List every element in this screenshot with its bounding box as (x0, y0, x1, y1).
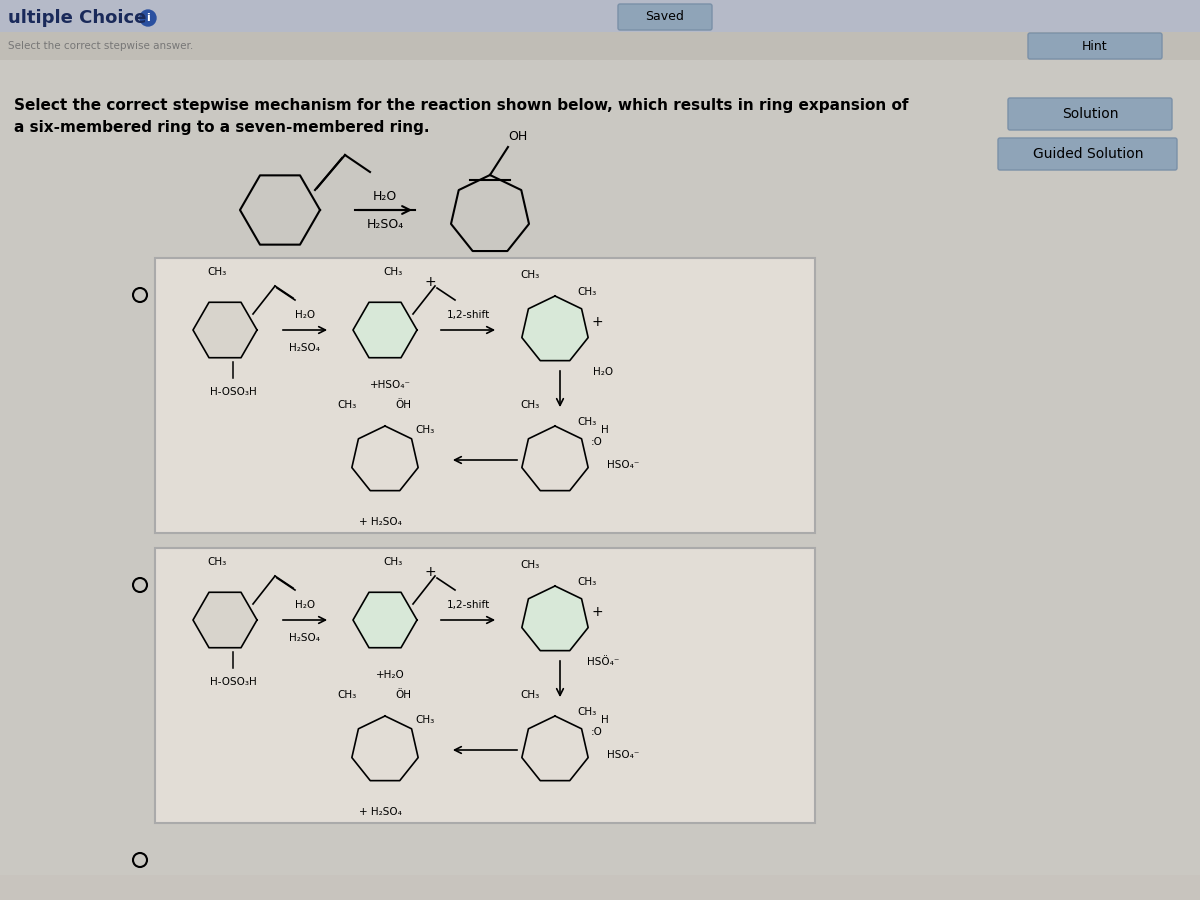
Text: ultiple Choice: ultiple Choice (8, 9, 146, 27)
Bar (0, 0, 1200, 32)
Bar (155, 258, 815, 533)
Polygon shape (522, 586, 588, 651)
Text: CH₃: CH₃ (577, 287, 596, 297)
Text: +H₂O: +H₂O (376, 670, 404, 680)
FancyBboxPatch shape (1028, 33, 1162, 59)
Bar (0, 875, 1200, 900)
Text: CH₃: CH₃ (208, 267, 227, 277)
Text: CH₃: CH₃ (577, 577, 596, 587)
Text: H₂O: H₂O (593, 367, 613, 377)
Text: Solution: Solution (1062, 107, 1118, 121)
Text: +: + (424, 275, 436, 289)
Text: CH₃: CH₃ (383, 267, 403, 277)
Text: a six-membered ring to a seven-membered ring.: a six-membered ring to a seven-membered … (14, 120, 430, 135)
Text: +: + (424, 565, 436, 579)
Text: +HSO₄⁻: +HSO₄⁻ (370, 380, 410, 390)
Text: +: + (592, 315, 602, 329)
Text: + H₂SO₄: + H₂SO₄ (359, 517, 402, 527)
Polygon shape (353, 592, 418, 648)
Text: Select the correct stepwise answer.: Select the correct stepwise answer. (8, 41, 193, 51)
Text: CH₃: CH₃ (415, 715, 434, 725)
Text: Select the correct stepwise mechanism for the reaction shown below, which result: Select the correct stepwise mechanism fo… (14, 98, 908, 113)
Text: :O: :O (592, 437, 602, 447)
Text: CH₃: CH₃ (337, 400, 356, 410)
Text: CH₃: CH₃ (521, 400, 540, 410)
Text: H₂O: H₂O (295, 600, 316, 610)
Text: H₂SO₄: H₂SO₄ (289, 633, 320, 643)
Text: :O: :O (592, 727, 602, 737)
Text: OH: OH (509, 130, 528, 143)
Text: HSO₄⁻: HSO₄⁻ (607, 460, 640, 470)
Text: H-OSO₃H: H-OSO₃H (210, 387, 257, 397)
Text: + H₂SO₄: + H₂SO₄ (359, 807, 402, 817)
Text: CH₃: CH₃ (208, 557, 227, 567)
Text: HSÖ₄⁻: HSÖ₄⁻ (587, 657, 619, 667)
Polygon shape (193, 302, 257, 357)
Text: HSO₄⁻: HSO₄⁻ (607, 750, 640, 760)
Text: 1,2-shift: 1,2-shift (446, 310, 490, 320)
Text: H₂O: H₂O (373, 190, 397, 203)
Polygon shape (193, 592, 257, 648)
FancyBboxPatch shape (1008, 98, 1172, 130)
Text: H: H (601, 425, 608, 435)
Text: CH₃: CH₃ (383, 557, 403, 567)
Text: CH₃: CH₃ (577, 417, 596, 427)
Text: H₂SO₄: H₂SO₄ (366, 219, 403, 231)
Text: Hint: Hint (1082, 40, 1108, 52)
Text: ÖH: ÖH (395, 400, 410, 410)
Bar (155, 548, 815, 823)
Text: +: + (592, 605, 602, 619)
Text: H₂O: H₂O (295, 310, 316, 320)
Text: H: H (601, 715, 608, 725)
Text: CH₃: CH₃ (521, 560, 540, 570)
Text: CH₃: CH₃ (577, 707, 596, 717)
Text: CH₃: CH₃ (337, 690, 356, 700)
Text: CH₃: CH₃ (521, 690, 540, 700)
Polygon shape (522, 296, 588, 361)
Text: 1,2-shift: 1,2-shift (446, 600, 490, 610)
Bar (0, 32, 1200, 60)
Text: CH₃: CH₃ (415, 425, 434, 435)
Text: H-OSO₃H: H-OSO₃H (210, 677, 257, 687)
FancyBboxPatch shape (618, 4, 712, 30)
FancyBboxPatch shape (998, 138, 1177, 170)
Polygon shape (353, 302, 418, 357)
Text: ÖH: ÖH (395, 690, 410, 700)
Text: i: i (146, 13, 150, 23)
Circle shape (140, 10, 156, 26)
Text: CH₃: CH₃ (521, 270, 540, 280)
Text: Saved: Saved (646, 11, 684, 23)
Text: H₂SO₄: H₂SO₄ (289, 343, 320, 353)
Text: Guided Solution: Guided Solution (1033, 147, 1144, 161)
